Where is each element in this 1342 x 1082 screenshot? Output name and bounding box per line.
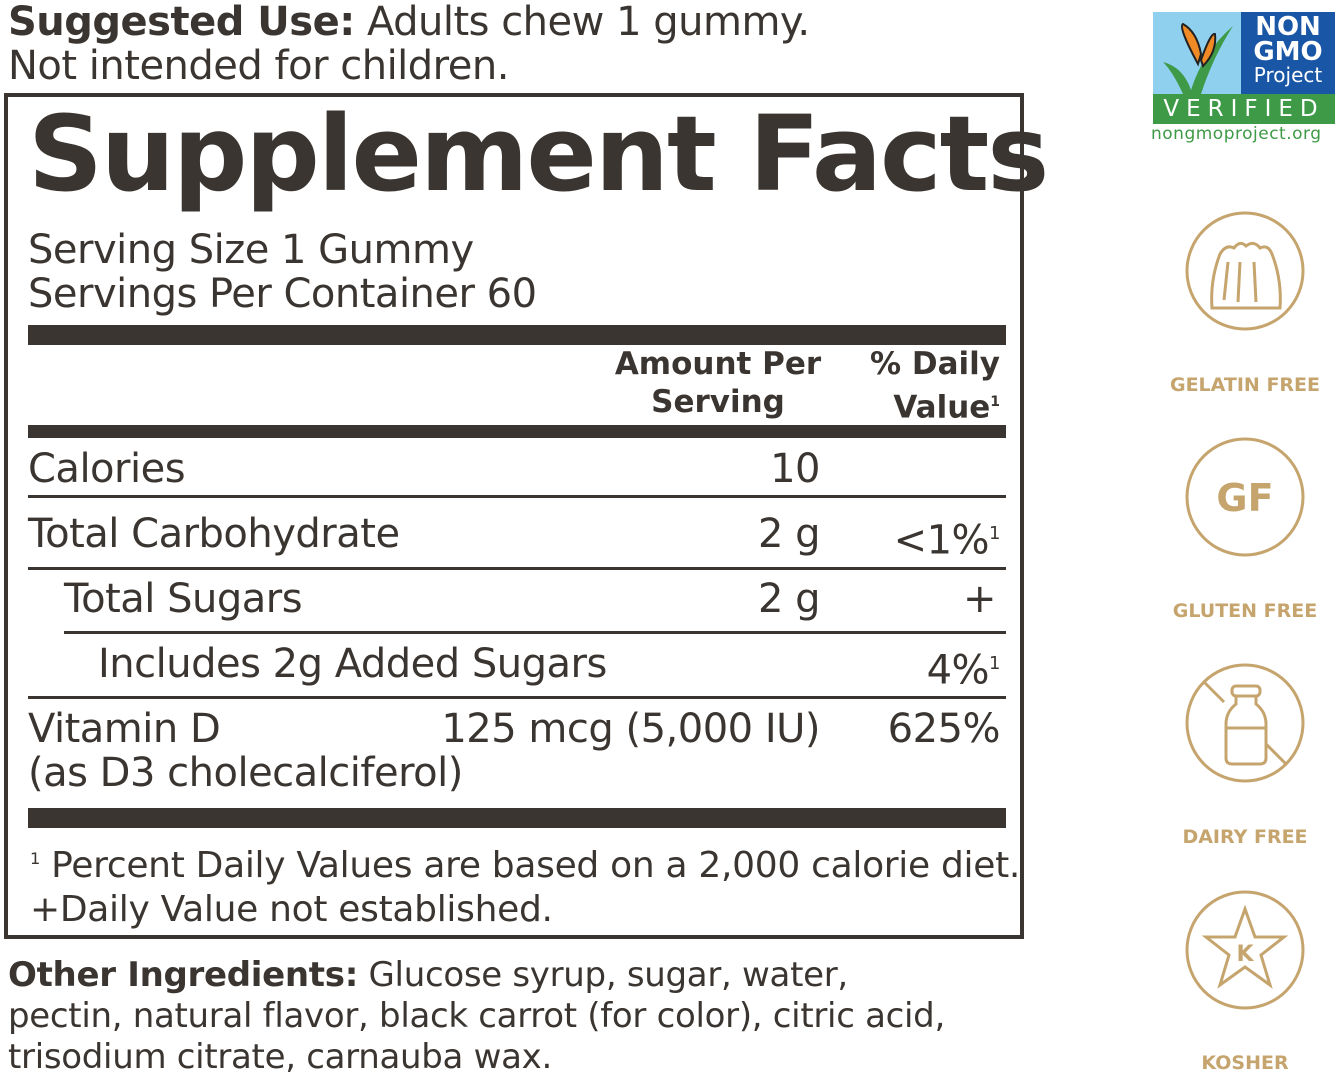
divider-thick (28, 425, 1006, 438)
suggested-use-line2: Not intended for children. (8, 43, 509, 89)
row-name: Vitamin D (28, 706, 221, 752)
row-subname: (as D3 cholecalciferol) (28, 750, 463, 796)
svg-text:GF: GF (1216, 476, 1273, 520)
non-gmo-url: nongmoproject.org (1151, 124, 1322, 144)
row-name: Calories (28, 446, 186, 492)
other-ingredients: Other Ingredients: Glucose syrup, sugar,… (8, 955, 945, 1077)
amount-per-serving-header: Amount Per Serving (614, 346, 822, 420)
row-dv: + (962, 576, 997, 622)
row-name: Includes 2g Added Sugars (98, 641, 607, 687)
suggested-use: Suggested Use: Adults chew 1 gummy. Not … (8, 0, 810, 88)
servings-per-container: Servings Per Container 60 (28, 271, 537, 317)
butterfly-icon (1163, 22, 1233, 94)
suggested-use-label: Suggested Use: (8, 0, 355, 45)
daily-value-header: % Daily Value1 (870, 346, 1000, 426)
dairy-free-icon (1185, 663, 1305, 783)
gelatin-free-label: GELATIN FREE (1169, 374, 1321, 396)
gluten-free-icon: GF (1185, 437, 1305, 557)
row-dv: 4%1 (926, 647, 1001, 694)
svg-text:K: K (1236, 942, 1254, 967)
row-name: Total Carbohydrate (28, 511, 400, 557)
dairy-free-label: DAIRY FREE (1182, 826, 1308, 848)
gluten-free-label: GLUTEN FREE (1172, 600, 1318, 622)
row-dv: <1%1 (893, 517, 1001, 564)
row-amount: 10 (770, 446, 820, 492)
serving-size: Serving Size 1 Gummy (28, 227, 474, 273)
kosher-icon: K (1185, 890, 1305, 1010)
gelatin-icon (1185, 211, 1305, 331)
panel-title: Supplement Facts (28, 93, 1049, 215)
divider-thick (28, 808, 1006, 828)
row-divider (28, 567, 1006, 570)
row-divider (28, 495, 1006, 498)
row-amount: 125 mcg (5,000 IU) (441, 706, 820, 752)
row-name: Total Sugars (64, 576, 303, 622)
footnotes: 1 Percent Daily Values are based on a 2,… (30, 845, 1021, 930)
supplement-facts-panel: Supplement Facts Serving Size 1 Gummy Se… (4, 93, 1049, 939)
row-divider (28, 696, 1006, 699)
divider-thick (28, 325, 1006, 345)
kosher-label: KOSHER (1201, 1052, 1289, 1074)
non-gmo-logo: NON GMO Project VERIFIED (1153, 12, 1335, 124)
row-divider (64, 631, 1006, 634)
suggested-use-line1: Adults chew 1 gummy. (366, 0, 810, 45)
row-amount: 2 g (757, 576, 821, 622)
row-amount: 2 g (757, 511, 821, 557)
row-dv: 625% (887, 706, 1001, 752)
